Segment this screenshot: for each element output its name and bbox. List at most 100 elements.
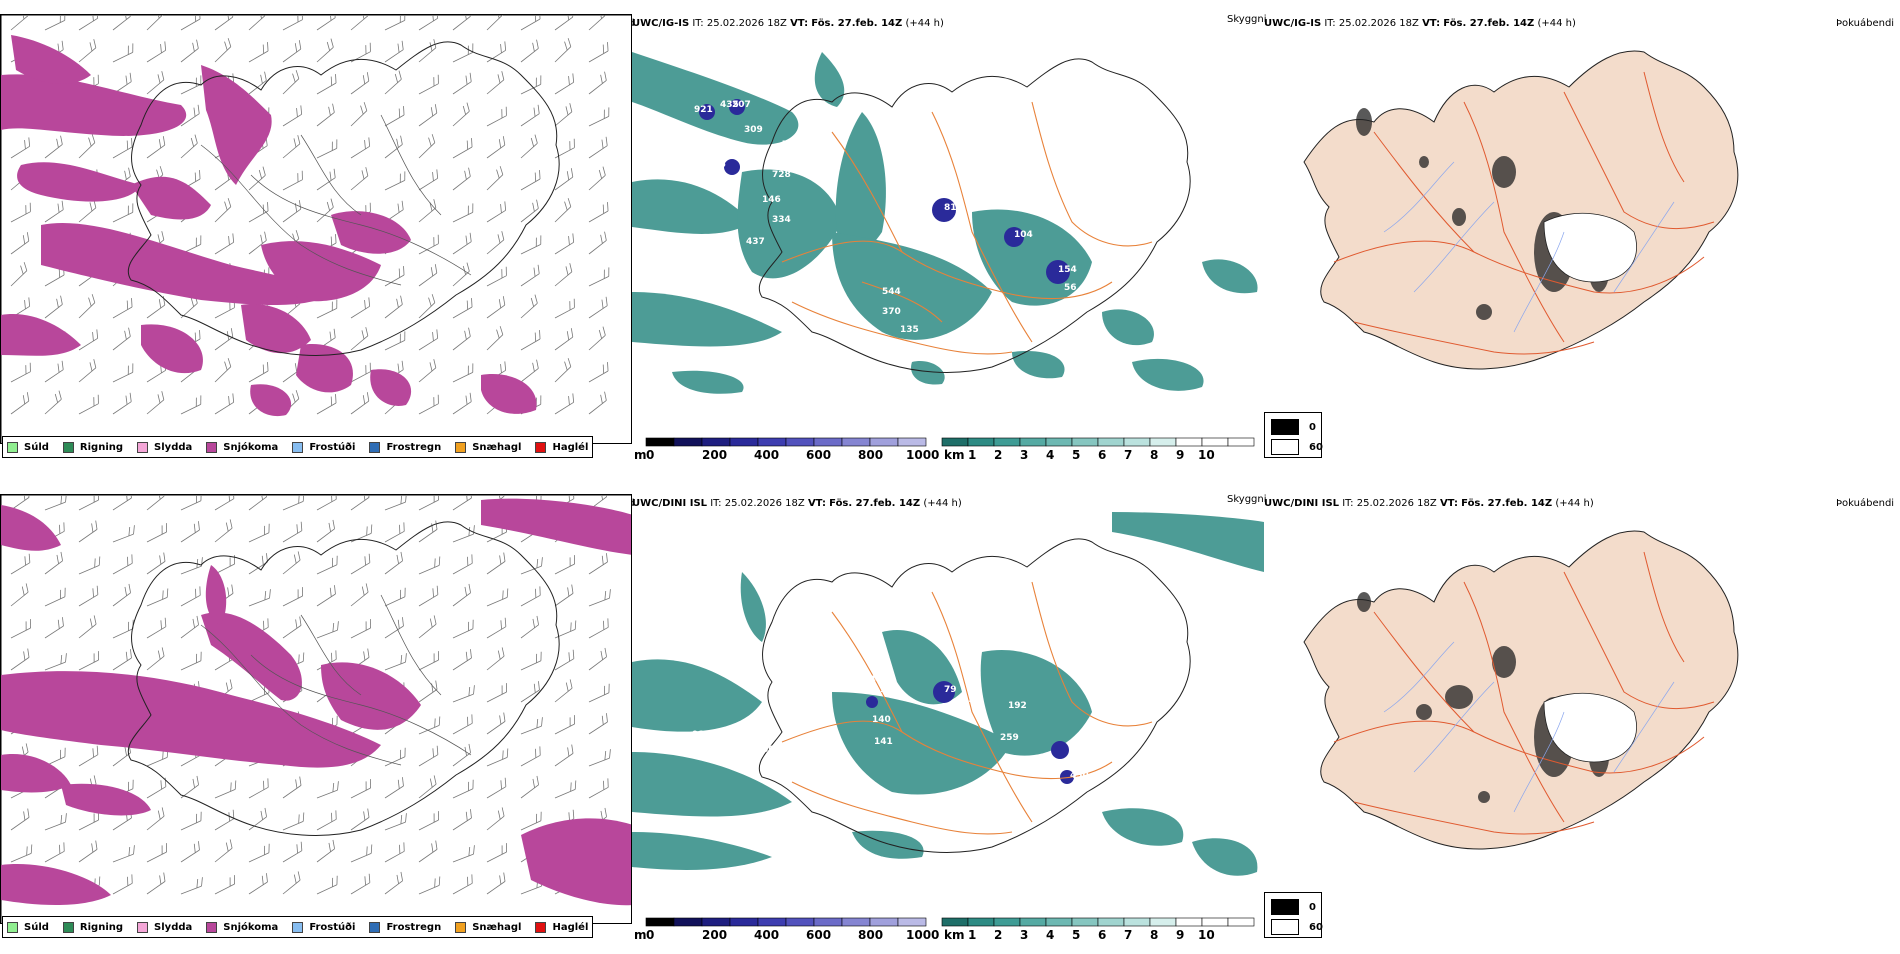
wind-barb: [486, 166, 504, 191]
wind-barb: [418, 394, 439, 415]
wind-barb: [452, 583, 471, 607]
wind-barb: [554, 679, 573, 703]
wind-barb: [588, 553, 608, 575]
wind-barb: [316, 299, 338, 319]
wind-barb: [78, 585, 99, 607]
colorbar-cell: [757, 917, 787, 927]
colorbar-cell: [701, 917, 731, 927]
wind-barb: [554, 715, 576, 735]
wind-barb: [146, 807, 165, 831]
wind-barb: [384, 15, 406, 31]
colorbar-tick-labels: m 0 200 400 600 800 1000 km 1 2 3 4 5 6 …: [634, 928, 1215, 942]
vis-value-label: 140: [872, 715, 891, 725]
legend-item: Snjókoma: [206, 441, 278, 453]
vis-value-label: 259: [1000, 733, 1019, 743]
wind-barb: [384, 842, 405, 863]
colorbar-cell: [1149, 917, 1177, 927]
vis-value-label: 728: [772, 170, 791, 180]
wind-barb: [486, 296, 506, 319]
wind-barb: [588, 589, 611, 607]
wind-barb: [350, 779, 372, 799]
wind-barb: [452, 102, 470, 127]
precip-map: [0, 494, 632, 924]
wind-barb: [452, 554, 473, 575]
wind-barb: [248, 166, 266, 191]
vis-value-label: 146: [762, 195, 781, 205]
wind-barb: [384, 331, 406, 351]
glacier: [1543, 212, 1637, 283]
wind-barb: [418, 876, 441, 895]
wind-barb: [452, 298, 473, 319]
wind-barb: [112, 554, 133, 575]
wind-barb: [452, 167, 471, 191]
colorbar-cell: [757, 437, 787, 447]
wind-barb: [452, 685, 475, 703]
field-name: Skyggni: [1227, 14, 1267, 25]
wind-barb: [112, 298, 133, 319]
wind-barb: [146, 588, 169, 607]
colorbar-cell: [1071, 437, 1099, 447]
legend-item: Snjókoma: [206, 921, 278, 933]
wind-barb: [44, 653, 67, 671]
vis-value-label: 867: [1212, 705, 1231, 715]
wind-barb: [350, 495, 370, 511]
wind-barb: [384, 266, 405, 287]
wind-barb: [146, 523, 168, 543]
colorbar-cell: [1071, 917, 1099, 927]
vis-value-label: 138: [880, 685, 899, 695]
vis-value-label: 331: [962, 695, 981, 705]
colorbar-cell: [1227, 917, 1255, 927]
vis-value-label: 81: [944, 203, 957, 213]
wind-barb: [418, 169, 439, 191]
wind-barb: [418, 359, 437, 383]
wind-barb: [452, 392, 472, 415]
wind-barb: [282, 521, 303, 543]
colorbar-cell: [1227, 437, 1255, 447]
vis-value-label: 874: [782, 745, 801, 755]
wind-barb: [418, 585, 439, 607]
wind-barb: [316, 168, 336, 191]
wind-barb: [78, 615, 97, 639]
wind-barb: [44, 551, 63, 575]
colorbar-cell: [645, 437, 675, 447]
wind-barb: [78, 745, 99, 767]
wind-barb: [316, 781, 339, 799]
wind-barb: [350, 362, 371, 383]
wind-barb: [180, 877, 203, 895]
wind-barb: [214, 495, 235, 511]
wind-barb: [588, 71, 607, 95]
fog-legend-row: 0: [1271, 419, 1316, 435]
wind-barb: [452, 649, 472, 671]
wind-barb: [214, 875, 236, 895]
wind-barb: [588, 326, 606, 351]
wind-barb: [44, 617, 64, 639]
colorbar-cell: [869, 917, 899, 927]
low-visibility-area: [632, 512, 1264, 876]
wind-barb: [384, 70, 402, 95]
wind-barb: [452, 327, 471, 351]
wind-barb: [214, 519, 233, 543]
wind-barb: [282, 70, 300, 95]
wind-barb: [452, 779, 474, 799]
wind-barb: [350, 553, 371, 575]
visibility-map: 175 614 138 79 331 192 918 669 874 141 140 259 430 97…: [632, 512, 1264, 876]
wind-barb: [350, 619, 372, 639]
wind-barb: [78, 651, 100, 671]
vis-value-label: 450: [1070, 771, 1089, 781]
wind-barb: [384, 106, 405, 127]
wind-barb: [486, 777, 507, 799]
vis-value-label: 192: [1008, 701, 1027, 711]
wind-barb: [588, 136, 608, 159]
wind-barb: [282, 587, 304, 607]
wind-barb: [10, 202, 31, 223]
wind-barb: [282, 495, 305, 511]
wind-barb: [10, 619, 32, 639]
wind-barb: [452, 495, 472, 511]
wind-barb: [554, 103, 573, 127]
vis-value-label: 135: [900, 325, 919, 335]
wind-barb: [248, 495, 267, 511]
wind-barb: [180, 395, 202, 415]
wind-barb: [44, 200, 64, 223]
vis-value-label: 973: [828, 761, 847, 771]
